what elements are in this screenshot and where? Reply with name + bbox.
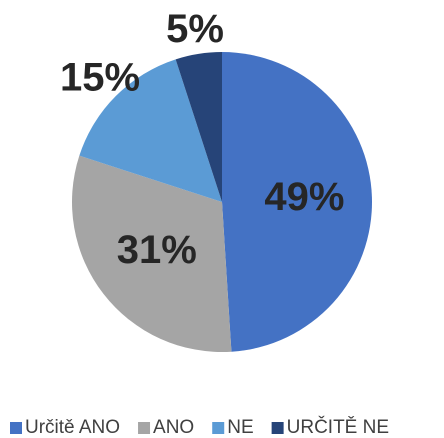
legend-swatch	[138, 422, 151, 434]
data-label: 5%	[166, 7, 224, 51]
legend-label: ANO	[153, 417, 194, 438]
legend-label: Určitě ANO	[25, 417, 120, 438]
pie-slice	[222, 52, 372, 352]
data-label: 31%	[117, 228, 197, 272]
legend-label: NE	[227, 417, 253, 438]
legend-swatch	[271, 422, 284, 434]
data-label: 49%	[264, 175, 344, 219]
legend-swatch	[10, 422, 22, 434]
data-label: 15%	[60, 56, 140, 100]
legend-label: URČITĚ NE	[287, 416, 389, 438]
pie-slice	[175, 52, 222, 202]
pie-slice	[71, 155, 232, 352]
legend-swatch	[212, 422, 225, 434]
pie-slice	[79, 59, 222, 202]
